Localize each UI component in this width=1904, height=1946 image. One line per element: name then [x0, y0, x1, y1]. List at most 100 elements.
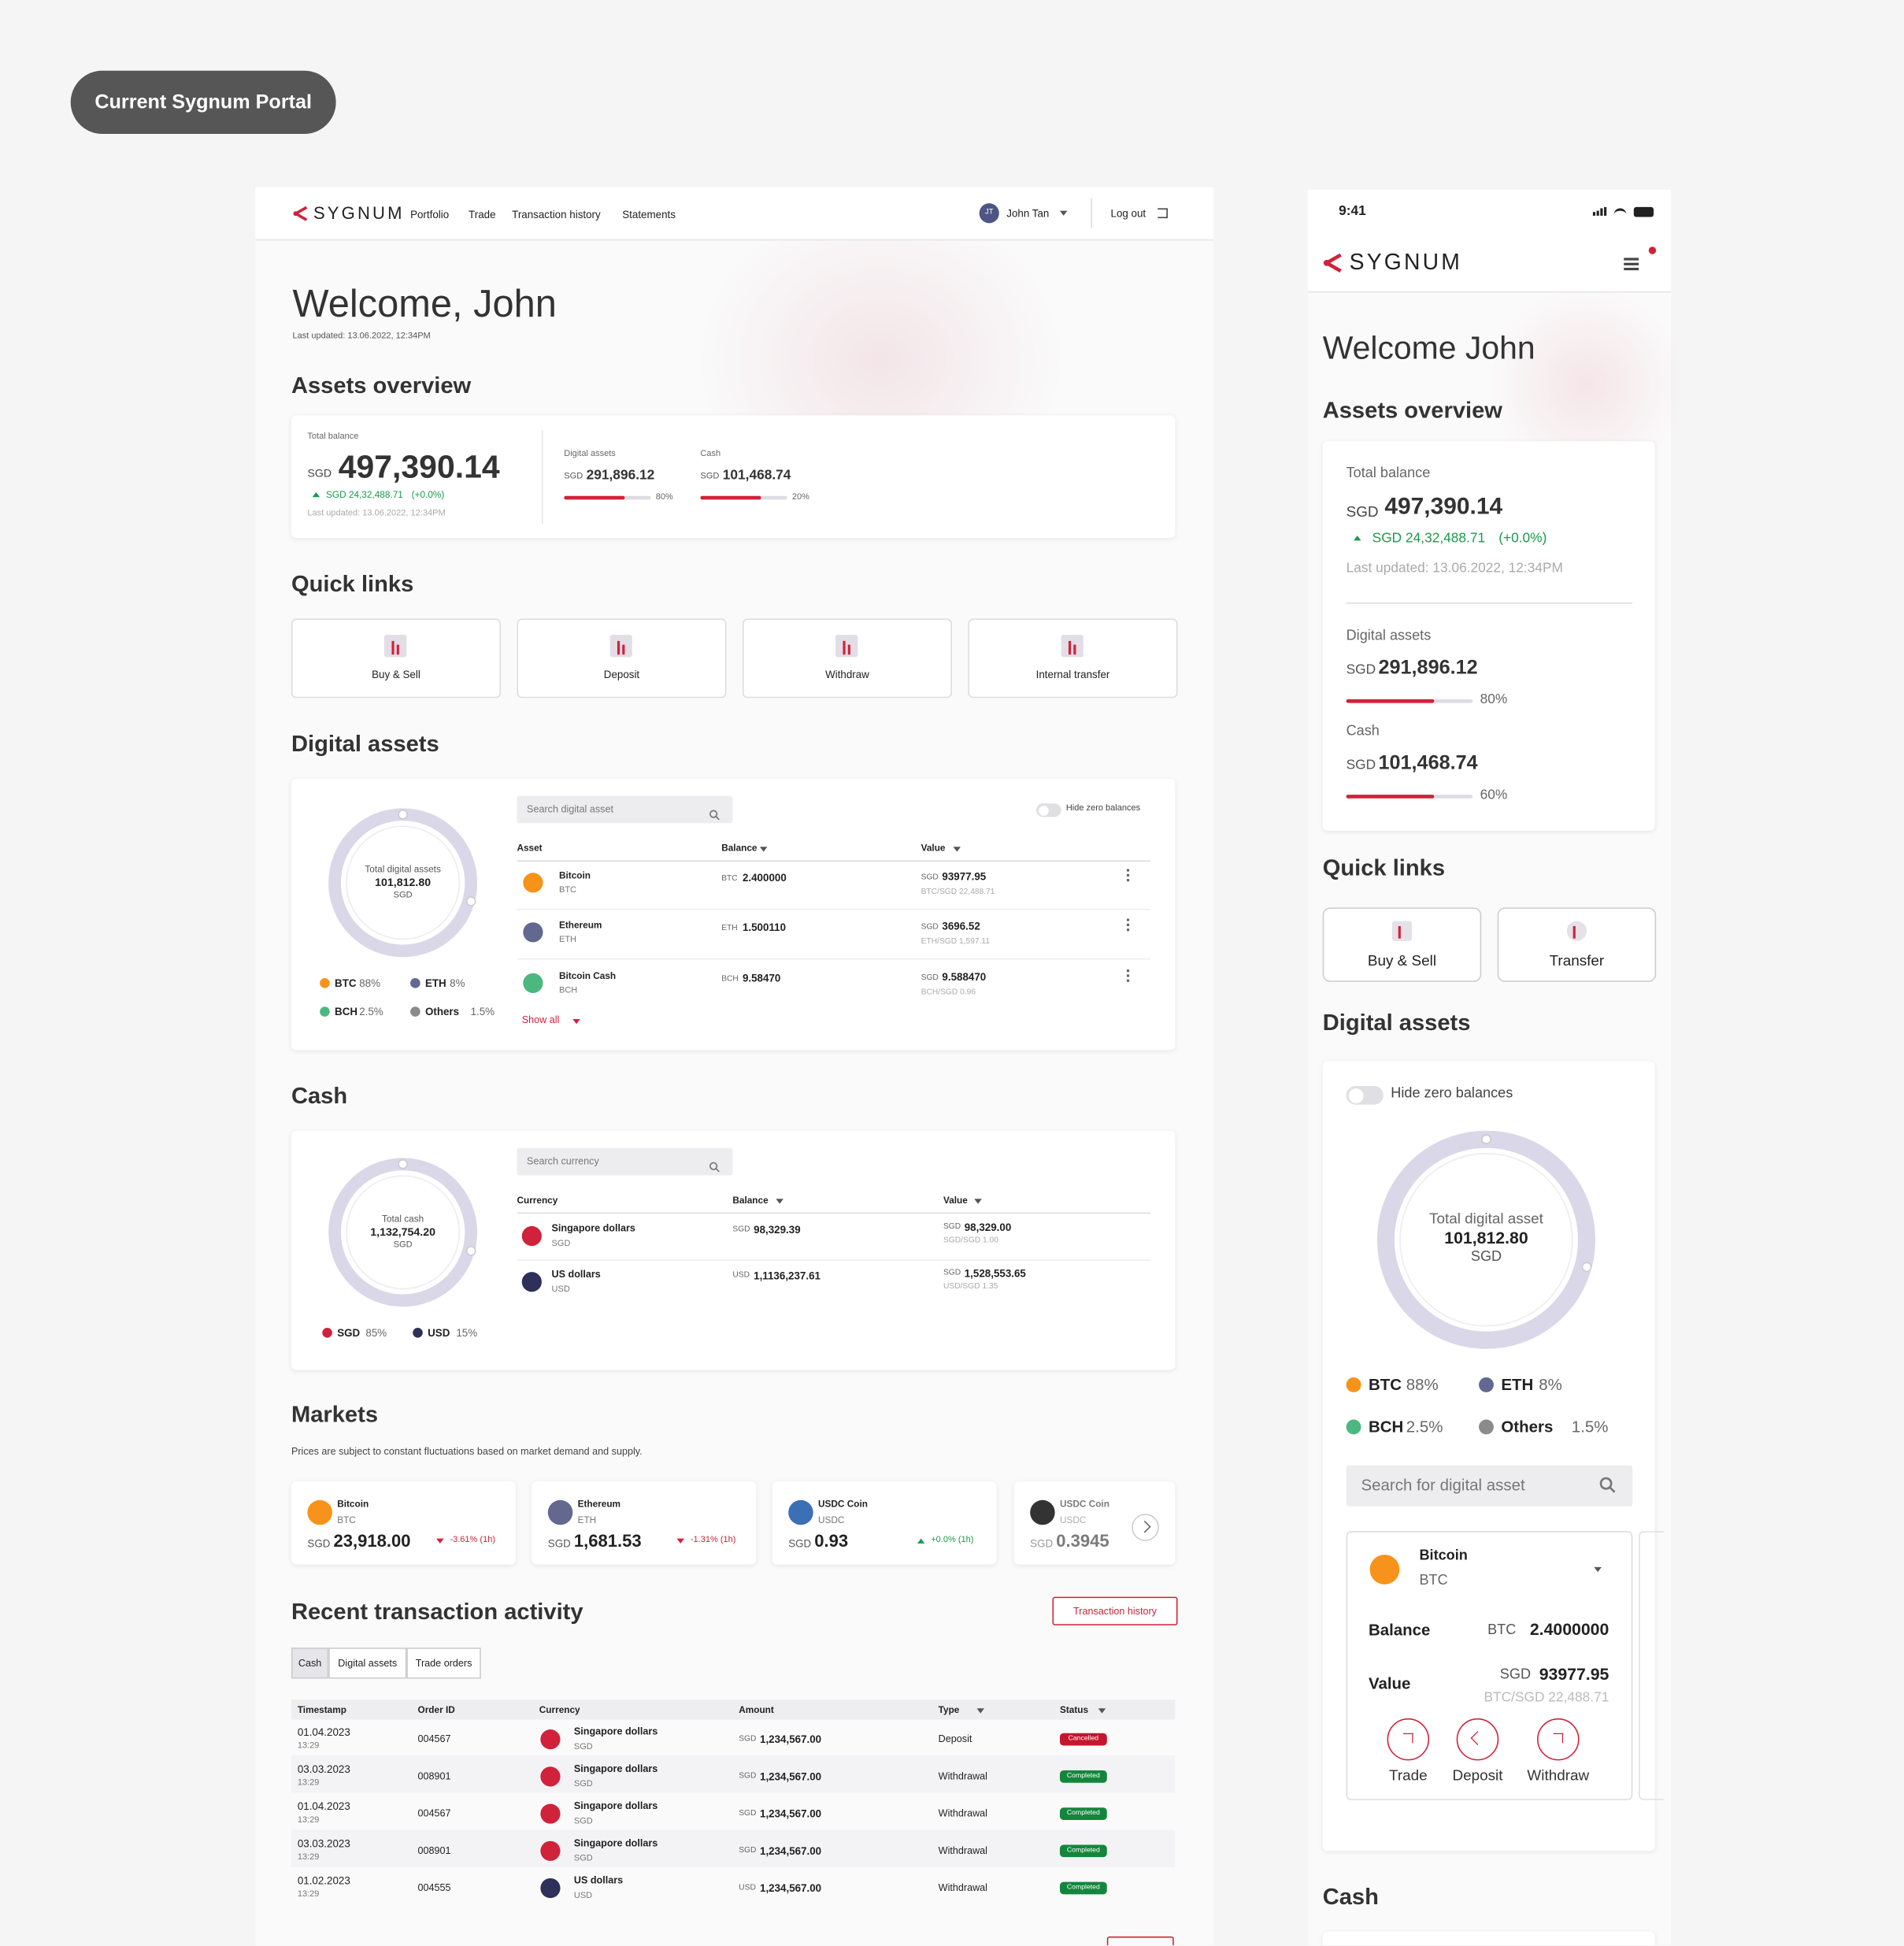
value: 101,468.74	[1378, 753, 1478, 774]
asset-name: Bitcoin	[1419, 1548, 1468, 1564]
asset-name: Bitcoin Cash	[558, 969, 617, 981]
toggle-label: Hide zero balances	[1391, 1086, 1513, 1102]
balance: 9.58470	[742, 972, 781, 984]
kebab[interactable]	[1126, 869, 1130, 882]
status-pill	[1059, 1881, 1107, 1895]
coin-name: Bitcoin	[337, 1498, 369, 1510]
battery	[1633, 206, 1654, 217]
coin-code: ETH	[577, 1514, 597, 1526]
quick-link[interactable]	[517, 618, 727, 699]
quick-link[interactable]	[968, 618, 1178, 699]
quick-link[interactable]	[1497, 907, 1657, 982]
donut-value: 1,132,754.20	[370, 1225, 435, 1239]
action-button[interactable]	[1537, 1718, 1580, 1761]
nav-link[interactable]: Portfolio	[410, 208, 450, 221]
arrow-up	[1354, 536, 1361, 541]
balance: 1,1136,237.61	[754, 1269, 820, 1282]
rate: SGD/SGD 1.00	[943, 1236, 998, 1245]
donut-label: Total cash	[382, 1213, 424, 1225]
legend-pct: 88%	[359, 977, 380, 990]
quick-link[interactable]	[742, 618, 953, 699]
status-pill	[1059, 1770, 1107, 1783]
divider	[1091, 198, 1092, 228]
quick-link[interactable]	[1322, 907, 1482, 982]
overview-card	[1322, 441, 1655, 831]
donut-unit: SGD	[1470, 1249, 1502, 1265]
column-header: Currency	[539, 1703, 580, 1715]
show-all[interactable]: Show all	[521, 1014, 560, 1026]
label: Cash	[1346, 724, 1380, 739]
time: 13:29	[297, 1815, 320, 1825]
icon-bar	[1398, 925, 1401, 939]
pct: 80%	[655, 493, 673, 502]
button[interactable]	[1052, 1596, 1178, 1625]
currency: SGD	[564, 472, 583, 481]
type: Withdrawal	[938, 1807, 987, 1819]
icon-bar	[622, 644, 625, 655]
donut-marker	[1581, 1262, 1592, 1273]
donut-unit: SGD	[393, 1240, 413, 1250]
currency-name: Singapore dollars	[573, 1800, 658, 1812]
arrow-down	[759, 847, 768, 852]
arrow-down	[976, 1708, 984, 1714]
status-pill	[1059, 1807, 1107, 1820]
type: Deposit	[938, 1733, 972, 1745]
amount: 1,234,567.00	[759, 1807, 822, 1820]
amount: 1,234,567.00	[759, 1733, 822, 1746]
search-box[interactable]	[1346, 1465, 1633, 1507]
legend-pct: 2.5%	[359, 1005, 383, 1018]
legend-dot	[320, 978, 330, 988]
date: 03.03.2023	[297, 1837, 350, 1850]
logo-icon	[292, 206, 308, 221]
logout[interactable]: Log out	[1110, 206, 1146, 220]
logo-mark	[292, 206, 309, 221]
date: 01.02.2023	[297, 1874, 350, 1887]
rate: BTC/SGD 22,488.71	[1484, 1690, 1610, 1706]
tab[interactable]	[291, 1648, 329, 1679]
search-icon	[709, 804, 720, 820]
header-line	[517, 860, 1150, 862]
nav-link[interactable]: Transaction history	[512, 208, 601, 221]
user-name[interactable]: John Tan	[1006, 206, 1050, 220]
legend-dot	[1479, 1377, 1494, 1392]
quick-link-label: Buy & Sell	[372, 668, 420, 681]
menu-line[interactable]	[1624, 258, 1639, 260]
overview-card	[291, 415, 1176, 539]
divider	[541, 430, 543, 524]
time: 13:29	[297, 1778, 320, 1788]
badge	[70, 70, 336, 135]
legend-pct: 2.5%	[1406, 1417, 1443, 1436]
action-button[interactable]	[1387, 1718, 1430, 1761]
coin-icon	[1030, 1499, 1055, 1525]
price: 1,681.53	[573, 1530, 642, 1551]
search-box[interactable]	[517, 795, 733, 824]
mobile-header	[1307, 189, 1672, 293]
kebab[interactable]	[1126, 918, 1130, 932]
currency-name: US dollars	[573, 1874, 624, 1886]
notification-dot	[1648, 246, 1657, 254]
value: 1,528,553.65	[964, 1266, 1026, 1280]
currency-icon	[540, 1803, 561, 1824]
unit: SGD	[943, 1222, 961, 1232]
menu-line[interactable]	[1624, 268, 1639, 270]
nav-link[interactable]: Trade	[469, 208, 496, 221]
menu-line[interactable]	[1624, 262, 1639, 265]
action-icon	[1553, 1733, 1564, 1744]
carousel-next[interactable]	[1132, 1514, 1159, 1541]
tab[interactable]	[328, 1648, 407, 1679]
search-box[interactable]	[517, 1147, 733, 1176]
quick-link-icon	[609, 635, 632, 658]
unit: SGD	[921, 922, 939, 932]
tab[interactable]	[406, 1648, 481, 1679]
type: Withdrawal	[938, 1770, 987, 1782]
coin-icon	[1369, 1555, 1400, 1585]
nav-link[interactable]: Statements	[622, 208, 676, 221]
legend-dot	[410, 1006, 420, 1017]
action-button[interactable]	[1456, 1718, 1499, 1761]
coin-code: BTC	[337, 1514, 356, 1526]
pct: 60%	[1480, 788, 1508, 803]
quick-link[interactable]	[291, 618, 501, 699]
currency-icon	[521, 1225, 542, 1247]
kebab[interactable]	[1126, 969, 1130, 982]
bar-fill	[700, 495, 761, 500]
